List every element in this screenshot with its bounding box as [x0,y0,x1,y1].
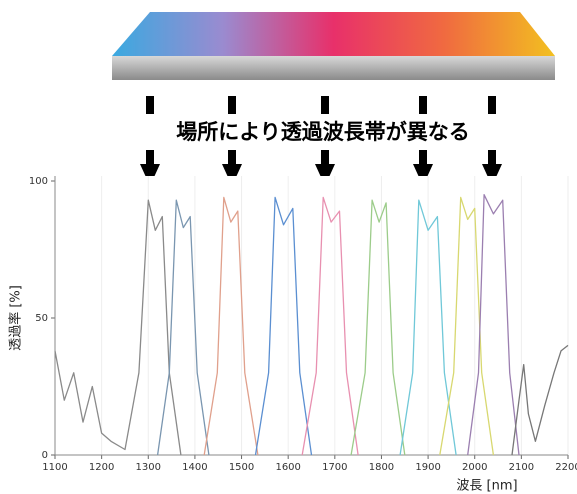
x-tick-label: 1300 [136,462,161,473]
banner-text: 場所により透過波長帯が異なる [176,120,470,144]
x-tick-label: 2000 [462,462,487,473]
y-tick-label: 0 [42,450,48,461]
page: {"chart_data": { "type": "line", "title"… [0,0,577,494]
x-tick-label: 2100 [509,462,534,473]
y-tick-label: 50 [35,313,48,324]
x-tick-label: 1100 [42,462,67,473]
x-tick-label: 1800 [369,462,394,473]
x-tick-label: 1900 [415,462,440,473]
x-tick-label: 1700 [322,462,347,473]
x-tick-label: 1500 [229,462,254,473]
x-tick-label: 1400 [182,462,207,473]
plot-area: 1100 1200 1300 1400 1500 1600 1700 1800 1900 2000… [29,176,577,473]
y-axis-label: 透過率 [%] [8,285,24,351]
chart: 場所により透過波長帯が異なる 波長 [nm] 透過率 [%] 110012001… [0,0,577,494]
x-tick-label: 1200 [89,462,114,473]
filter-top [112,12,555,56]
x-axis-label: 波長 [nm] [456,479,517,494]
y-tick-label: 100 [29,176,48,187]
x-tick-label: 1600 [275,462,300,473]
filter-side [112,56,555,80]
